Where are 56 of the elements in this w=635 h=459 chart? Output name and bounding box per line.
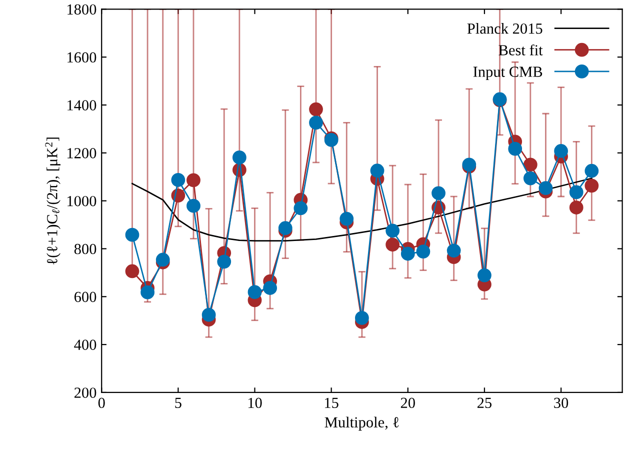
point bbox=[340, 212, 354, 226]
point bbox=[232, 150, 246, 164]
point bbox=[186, 198, 200, 213]
point bbox=[186, 173, 200, 188]
legend-label: Planck 2015 bbox=[467, 23, 542, 34]
x-tick-label: 0 bbox=[98, 398, 105, 408]
y-tick-label: 1400 bbox=[68, 100, 96, 110]
point bbox=[569, 200, 584, 214]
point bbox=[508, 142, 522, 156]
point bbox=[294, 201, 308, 216]
point bbox=[386, 238, 400, 252]
point bbox=[309, 116, 323, 130]
y-tick-label: 1600 bbox=[68, 52, 96, 63]
point bbox=[446, 244, 461, 258]
point bbox=[386, 224, 400, 238]
point bbox=[156, 252, 170, 267]
x-tick-label: 10 bbox=[248, 398, 262, 408]
point bbox=[523, 171, 538, 186]
x-tick-label: 25 bbox=[478, 398, 492, 408]
point bbox=[370, 164, 384, 178]
point bbox=[523, 158, 538, 172]
point bbox=[478, 268, 492, 282]
point bbox=[140, 285, 154, 300]
y-tick-label: 1800 bbox=[68, 4, 96, 15]
y-tick-label: 200 bbox=[74, 388, 96, 398]
x-tick-label: 15 bbox=[325, 398, 338, 408]
point bbox=[400, 246, 415, 261]
y-tick-label: 400 bbox=[74, 340, 96, 350]
y-tick-label: 1200 bbox=[68, 148, 96, 158]
y-axis-title: ℓ(ℓ+1)C$_{ℓ}$/(2π), [μK$^{2}$] bbox=[45, 138, 60, 264]
legend-label: Input CMB bbox=[473, 66, 542, 80]
x-tick-label: 30 bbox=[554, 398, 568, 408]
point bbox=[584, 178, 599, 193]
point bbox=[538, 181, 553, 196]
point bbox=[125, 228, 140, 242]
point bbox=[202, 308, 216, 322]
point bbox=[171, 173, 186, 187]
x-axis-title: Multipole, ℓ bbox=[324, 416, 399, 431]
legend-label: Best fit bbox=[498, 44, 543, 56]
x-tick-label: 20 bbox=[400, 398, 415, 408]
x-tick-label: 5 bbox=[175, 398, 182, 408]
point bbox=[355, 311, 369, 325]
point bbox=[309, 102, 323, 116]
point bbox=[278, 221, 292, 236]
point bbox=[432, 186, 446, 200]
y-tick-label: 800 bbox=[74, 244, 96, 254]
point bbox=[416, 244, 430, 259]
point bbox=[263, 281, 278, 295]
y-tick-label: 600 bbox=[74, 292, 96, 302]
point bbox=[217, 254, 232, 269]
point bbox=[248, 285, 262, 300]
point bbox=[125, 264, 140, 278]
point bbox=[554, 144, 568, 158]
point bbox=[569, 185, 584, 200]
point bbox=[584, 164, 599, 178]
y-tick-label: 1000 bbox=[68, 196, 96, 206]
